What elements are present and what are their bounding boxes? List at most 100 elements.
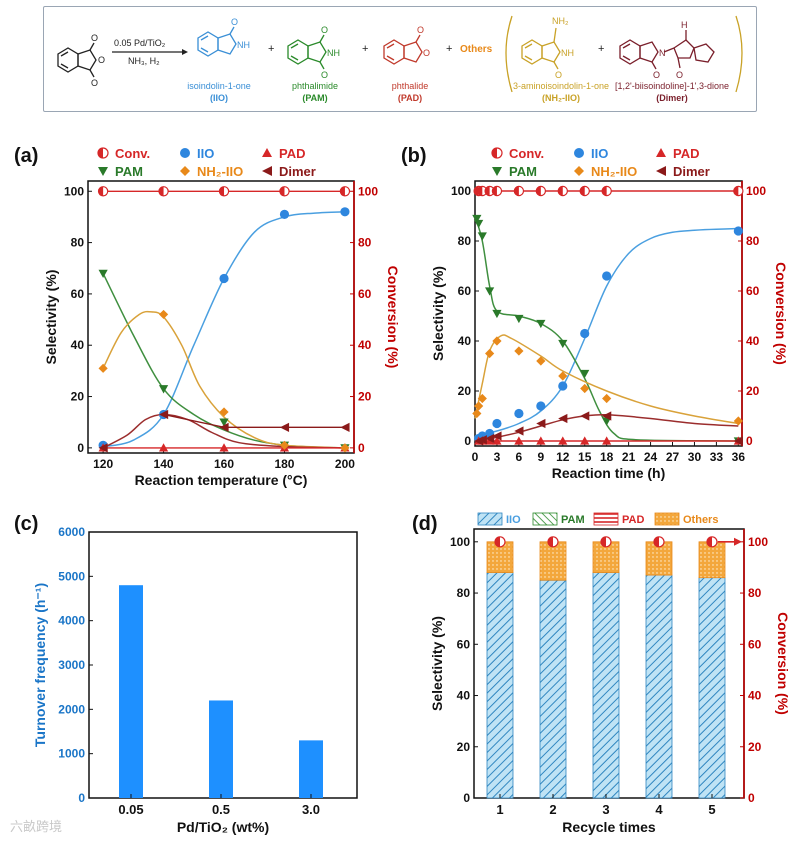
nh2-iio-point [98, 363, 108, 373]
nh2-iio-point [219, 407, 229, 417]
x-tick-label: 3.0 [302, 802, 320, 817]
dimer-point [279, 422, 290, 432]
others-label: Others [460, 44, 493, 55]
y-tick-label: 60 [71, 287, 85, 301]
x-tick-label: 9 [537, 450, 544, 464]
y-tick-label: 40 [458, 334, 472, 348]
pam-point [158, 385, 169, 394]
x-tick-label: 18 [600, 450, 614, 464]
x-tick-label: 3 [602, 802, 609, 817]
legend-marker-pam [98, 167, 108, 176]
tof-bar [299, 740, 323, 798]
atom-o3: O [91, 78, 98, 88]
conv-point-half [485, 186, 490, 196]
dimer-point [492, 431, 502, 441]
x-tick-label: 27 [666, 450, 680, 464]
y-tick-label: 4000 [58, 614, 85, 628]
panel-label: (d) [412, 513, 438, 535]
x-tick-label: 0.05 [118, 802, 143, 817]
reagent-catalyst: 0.05 Pd/TiO₂ [114, 38, 166, 48]
nh2-iio-point [279, 440, 290, 450]
conv-point-half [477, 186, 483, 196]
reaction-scheme-drawing: O O O 0.05 Pd/TiO₂ NH₃, H₂ O NH isoindol… [57, 15, 743, 103]
others-bar [698, 541, 726, 579]
legend-swatch-iio [477, 512, 503, 526]
legend-label-conv: Conv. [509, 146, 544, 161]
x-tick-label: 6 [516, 450, 523, 464]
iio-point [279, 209, 290, 219]
atom-o1: O [91, 33, 98, 43]
nh2-iio-point [558, 371, 568, 381]
x-tick-label: 33 [710, 450, 724, 464]
y-tick-label: 2000 [58, 702, 85, 716]
pad-name: phthalide [392, 81, 429, 91]
nh2-iio-point [492, 336, 502, 346]
y2-tick-label: 80 [748, 586, 762, 600]
y2-tick-label: 0 [358, 441, 365, 455]
panel-c: 0 1000 2000 3000 4000 5000 6000 0.05 0.5 3.0 Pd/Ti… [14, 513, 358, 835]
y-axis-title: Selectivity (%) [430, 266, 446, 361]
y2-tick-label: 0 [748, 791, 755, 805]
legend-label-nh2-iio: NH₂-IIO [197, 164, 243, 179]
nh2-iio-point [580, 383, 590, 394]
conv-point-half [279, 186, 285, 196]
nh2-iio-point [158, 309, 169, 320]
y-tick-label: 80 [458, 234, 472, 248]
legend-label-iio: IIO [591, 146, 608, 161]
legend-marker-pam [492, 167, 502, 176]
panel-label: (a) [14, 145, 38, 167]
conv-point-half [536, 186, 541, 196]
x-tick-label: 0 [472, 450, 479, 464]
pam-point [580, 369, 590, 379]
bracket-right [735, 15, 743, 93]
pad-abbr: (PAD) [398, 93, 422, 103]
legend-marker-conv-half [492, 148, 497, 158]
x-axis-title: Reaction time (h) [552, 465, 666, 481]
conv-point-half [558, 186, 563, 196]
y2-tick-label: 80 [746, 234, 760, 248]
y-tick-label: 20 [71, 390, 85, 404]
y2-axis-title: Conversion (%) [385, 266, 401, 369]
x-tick-label: 200 [335, 457, 355, 471]
others-bar [486, 541, 514, 573]
dimer-point [514, 426, 524, 436]
y2-tick-label: 20 [746, 384, 760, 398]
iio-point [340, 207, 350, 217]
y-tick-label: 1000 [58, 747, 85, 761]
y-tick-label: 80 [457, 586, 471, 600]
dimer-name: [1,2'-biisoindoline]-1',3-dione [615, 81, 729, 91]
conv-point-half [492, 186, 497, 196]
x-tick-label: 180 [274, 457, 294, 471]
conv-point-half [601, 536, 606, 547]
legend-label-pam: PAM [509, 164, 537, 179]
iio-atom-nh: NH [237, 40, 250, 50]
y2-tick-label: 40 [358, 338, 372, 352]
pam-point [219, 418, 229, 427]
conv-point-half [98, 186, 104, 196]
y-tick-label: 0 [463, 791, 470, 805]
y2-tick-label: 0 [746, 434, 753, 448]
bracket-left [505, 15, 513, 93]
dimer-atom-n: N [659, 48, 666, 58]
pam-point [98, 269, 108, 278]
iio-point [536, 401, 546, 411]
x-tick-label: 36 [732, 450, 746, 464]
pam-atom-nh: NH [327, 48, 340, 58]
nh2-iio-point [536, 356, 546, 366]
iio-bar [539, 579, 567, 799]
y-axis-title: Selectivity (%) [429, 616, 445, 711]
y2-tick-label: 60 [746, 284, 760, 298]
legend-marker-iio [180, 148, 190, 158]
nh2-iio-point [485, 348, 495, 359]
legend-label-pad: PAD [622, 514, 644, 526]
nh2-iio-point [340, 443, 350, 453]
x-tick-label: 4 [655, 802, 663, 817]
iio-name: isoindolin-1-one [187, 81, 251, 91]
iio-atom-o: O [231, 17, 238, 27]
dimer-point [602, 411, 612, 421]
legend-marker-dimer [262, 166, 272, 176]
x-tick-label: 15 [578, 450, 592, 464]
dimer-point [340, 422, 350, 432]
y-tick-label: 20 [458, 384, 472, 398]
